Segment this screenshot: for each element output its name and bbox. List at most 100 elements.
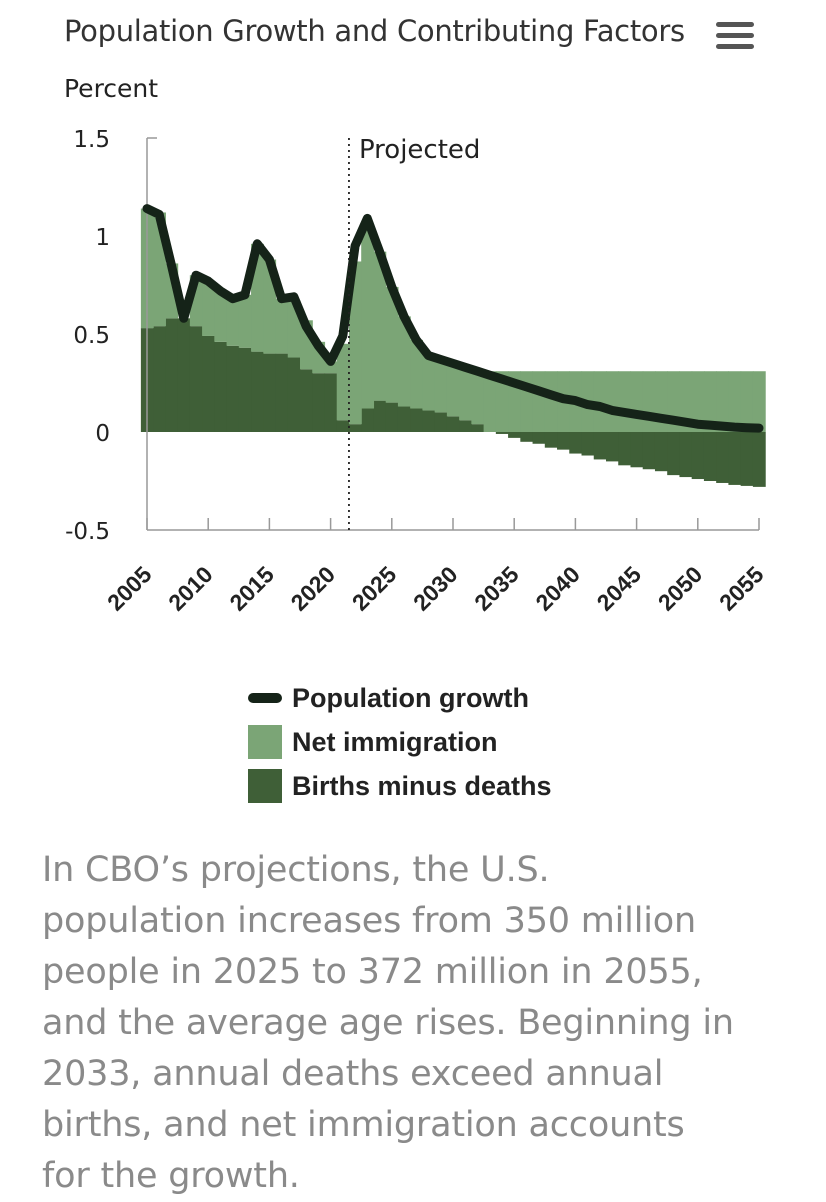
net-immigration-bar	[459, 369, 472, 421]
births-minus-deaths-bar	[373, 400, 387, 432]
births-minus-deaths-bar	[434, 412, 448, 432]
births-minus-deaths-bar	[312, 373, 326, 432]
births-minus-deaths-bar	[544, 432, 558, 448]
births-minus-deaths-bar	[520, 432, 534, 442]
net-immigration-bar	[214, 290, 228, 342]
births-minus-deaths-bar	[532, 432, 546, 444]
legend-item-births-minus-deaths: Births minus deaths	[248, 764, 552, 808]
births-minus-deaths-bar	[446, 416, 460, 432]
y-tick-label: 1.5	[73, 127, 110, 153]
net-immigration-bar	[544, 371, 558, 432]
births-minus-deaths-bar	[752, 432, 766, 487]
births-minus-deaths-bar	[189, 326, 203, 432]
chart-caption: In CBO’s projections, the U.S. populatio…	[42, 850, 734, 1196]
net-immigration-bar	[520, 371, 534, 432]
births-minus-deaths-area-group	[140, 318, 766, 487]
births-minus-deaths-bar	[287, 357, 301, 432]
births-minus-deaths-bar	[654, 432, 668, 472]
net-immigration-bar	[226, 298, 240, 346]
births-minus-deaths-bar	[495, 432, 509, 434]
net-immigration-bar	[495, 371, 509, 432]
hamburger-menu-icon[interactable]	[716, 22, 754, 50]
births-minus-deaths-bar	[740, 432, 754, 486]
y-tick-label: 0	[95, 421, 110, 447]
chart-title: Population Growth and Contributing Facto…	[64, 14, 685, 48]
births-minus-deaths-bar	[569, 432, 583, 454]
legend-label: Net immigration	[292, 726, 498, 757]
net-immigration-bar	[410, 339, 423, 409]
legend-item-net-immigration: Net immigration	[248, 720, 552, 764]
population-growth-line-group	[142, 204, 764, 433]
x-tick-label: 2050	[653, 561, 708, 616]
projected-label: Projected	[359, 135, 480, 165]
net-immigration-bar	[422, 355, 436, 411]
net-immigration-bar	[238, 294, 252, 348]
births-minus-deaths-bar	[581, 432, 595, 456]
net-immigration-bar	[275, 298, 289, 354]
projected-annotation: Projected	[348, 135, 480, 530]
net-immigration-bar	[630, 371, 644, 432]
births-minus-deaths-bar	[153, 326, 166, 432]
births-minus-deaths-bar	[703, 432, 717, 481]
net-immigration-bar	[202, 281, 215, 336]
x-tick-label: 2010	[163, 561, 218, 616]
births-minus-deaths-bar	[275, 353, 289, 432]
net-immigration-bar	[483, 371, 497, 432]
net-immigration-bar	[703, 371, 717, 432]
births-minus-deaths-bar	[165, 318, 179, 432]
y-axis-label: Percent	[64, 74, 159, 103]
births-minus-deaths-bar	[679, 432, 693, 478]
births-minus-deaths-bar	[397, 406, 411, 432]
net-immigration-bar	[348, 261, 362, 425]
births-minus-deaths-bar	[214, 341, 228, 432]
births-minus-deaths-bar	[177, 318, 191, 432]
net-immigration-bar	[752, 371, 766, 432]
births-minus-deaths-bar	[471, 424, 485, 432]
net-immigration-bar	[642, 371, 656, 432]
x-tick-labels: 2005 2010 2015 2020 2025 2030 2035 2040 2045 2050…	[102, 561, 769, 616]
births-minus-deaths-bar	[606, 432, 619, 462]
legend-area-swatch	[248, 725, 282, 759]
x-tick-label: 2005	[102, 561, 157, 616]
x-tick-label: 2035	[469, 561, 524, 616]
births-minus-deaths-bar	[324, 373, 338, 432]
net-immigration-bar	[728, 371, 742, 432]
births-minus-deaths-bar	[348, 424, 362, 432]
net-immigration-bar	[740, 371, 754, 432]
x-tick-label: 2045	[592, 561, 647, 616]
births-minus-deaths-bar	[263, 353, 277, 432]
births-minus-deaths-bar	[593, 432, 607, 460]
births-minus-deaths-bar	[251, 351, 264, 432]
births-minus-deaths-bar	[508, 432, 521, 438]
births-minus-deaths-bar	[336, 420, 350, 432]
chart-plot: 1.5 1 0.5 0 -0.5 2005 2010 2015 2020 2025 2030 203…	[65, 127, 769, 616]
net-immigration-bar	[471, 371, 485, 425]
births-minus-deaths-bar	[630, 432, 644, 468]
net-immigration-bar	[593, 371, 607, 432]
births-minus-deaths-bar	[226, 345, 240, 432]
population-growth-line	[142, 204, 764, 433]
net-immigration-bar	[532, 371, 546, 432]
legend: Population growth Net immigration Births…	[248, 676, 552, 808]
net-immigration-bar	[373, 251, 387, 401]
x-tick-label: 2020	[286, 561, 341, 616]
births-minus-deaths-bar	[459, 420, 472, 432]
x-tick-label: 2055	[714, 561, 769, 616]
births-minus-deaths-bar	[691, 432, 705, 480]
births-minus-deaths-bar	[667, 432, 681, 476]
y-tick-label: -0.5	[65, 519, 110, 545]
y-tick-label: 1	[95, 225, 110, 251]
births-minus-deaths-bar	[300, 369, 313, 432]
net-immigration-bar	[618, 371, 632, 432]
legend-label: Population growth	[292, 682, 529, 713]
legend-label: Births minus deaths	[292, 770, 552, 801]
axes-group	[146, 137, 760, 531]
net-immigration-bar	[691, 371, 705, 432]
births-minus-deaths-bar	[642, 432, 656, 470]
births-minus-deaths-bar	[557, 432, 570, 450]
x-tick-label: 2025	[347, 561, 402, 616]
births-minus-deaths-bar	[728, 432, 742, 485]
x-tick-label: 2030	[408, 561, 463, 616]
net-immigration-bar	[606, 371, 619, 432]
net-immigration-bar	[361, 224, 375, 409]
